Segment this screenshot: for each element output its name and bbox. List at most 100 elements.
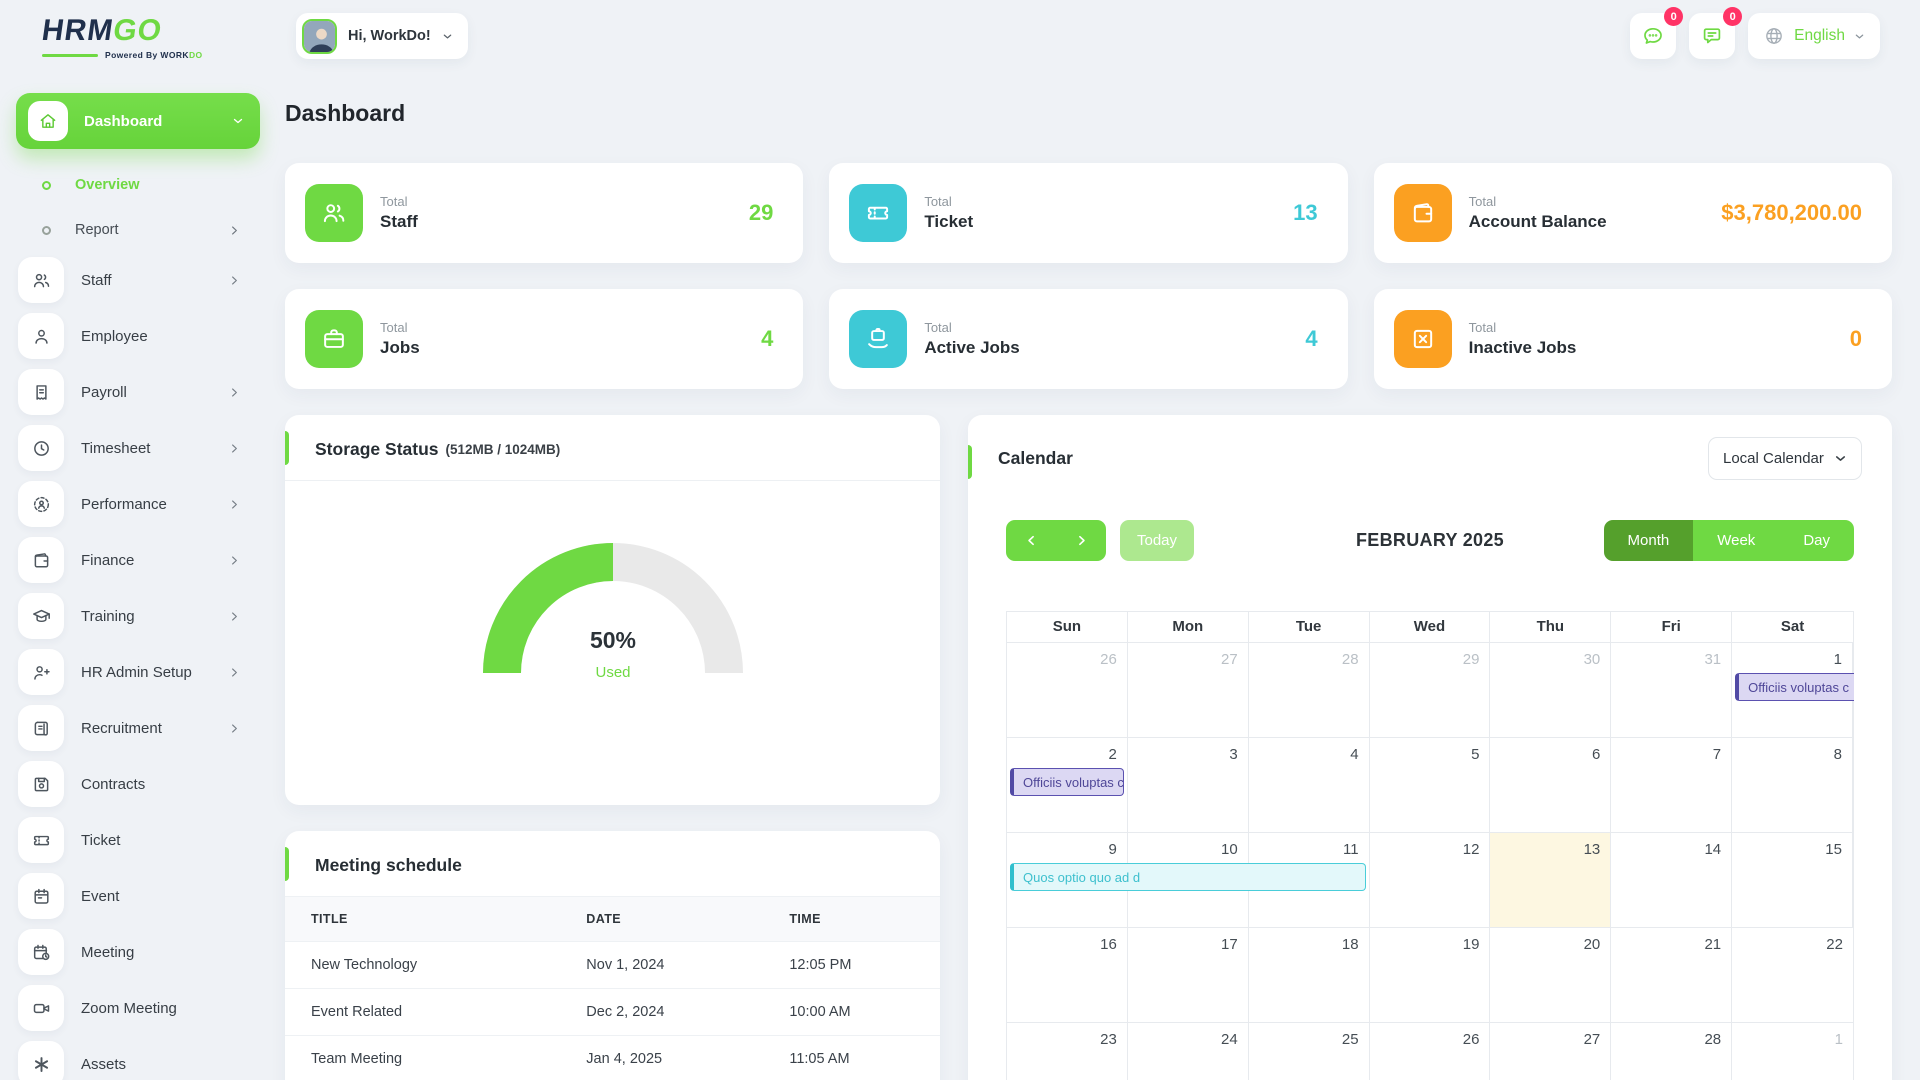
calendar-day-27[interactable]: 27 <box>1490 1023 1612 1080</box>
calendar-view-day[interactable]: Day <box>1779 520 1854 561</box>
sidebar-subitem-overview[interactable]: Overview <box>16 167 260 203</box>
calendar-day-2[interactable]: 2 <box>1007 738 1128 832</box>
target-icon <box>33 496 49 512</box>
sidebar-item-employee[interactable]: Employee <box>16 313 260 359</box>
calendar-day-27[interactable]: 27 <box>1128 643 1249 737</box>
chevron-down-icon <box>443 34 452 38</box>
meeting-row[interactable]: Event Related Dec 2, 2024 10:00 AM <box>285 988 940 1036</box>
sidebar-item-assets[interactable]: Assets <box>16 1041 260 1080</box>
sidebar-item-payroll[interactable]: Payroll <box>16 369 260 415</box>
language-selector[interactable]: English <box>1748 13 1880 59</box>
userplus-icon-box <box>18 649 64 695</box>
calendar-event[interactable]: Quos optio quo ad d <box>1010 863 1366 891</box>
sidebar-item-event[interactable]: Event <box>16 873 260 919</box>
sidebar-item-training[interactable]: Training <box>16 593 260 639</box>
meeting-row[interactable]: New Technology Nov 1, 2024 12:05 PM <box>285 941 940 989</box>
avatar <box>302 18 337 54</box>
user-menu[interactable]: Hi, WorkDo! <box>296 13 468 59</box>
sidebar-item-dashboard[interactable]: Dashboard <box>16 93 260 149</box>
calendar-event[interactable]: Officiis voluptas c <box>1010 768 1124 796</box>
sidebar-item-performance[interactable]: Performance <box>16 481 260 527</box>
calendar-source-select[interactable]: Local Calendar <box>1708 437 1862 480</box>
calendar-day-11[interactable]: 11 <box>1249 833 1370 927</box>
calendar-day-22[interactable]: 22 <box>1826 936 1843 953</box>
calendar-next-button[interactable] <box>1056 520 1106 561</box>
calendar-day-7[interactable]: 7 <box>1611 738 1733 832</box>
calendar-title: Calendar <box>998 448 1073 468</box>
calendar-day-12[interactable]: 12 <box>1370 833 1491 927</box>
calendar-icon <box>33 888 49 904</box>
sidebar-item-staff[interactable]: Staff <box>16 257 260 303</box>
calendar-day-30[interactable]: 30 <box>1490 643 1612 737</box>
sidebar-item-contracts[interactable]: Contracts <box>16 761 260 807</box>
stat-card-inactive-jobs: Total Inactive Jobs 0 <box>1373 289 1892 389</box>
calendar-day-6[interactable]: 6 <box>1490 738 1612 832</box>
clock-icon <box>33 440 49 456</box>
accent-bar <box>968 445 972 479</box>
calendar-day-28[interactable]: 28 <box>1249 643 1370 737</box>
calendar-day-31[interactable]: 31 <box>1611 643 1733 737</box>
stat-label: Jobs <box>380 338 420 357</box>
sidebar-item-label: Finance <box>81 551 135 569</box>
calendar-day-24[interactable]: 24 <box>1128 1023 1249 1080</box>
feedback-icon <box>1703 28 1721 44</box>
wallet-icon <box>34 552 48 568</box>
sidebar-subitem-report[interactable]: Report <box>16 212 260 248</box>
calendar-day-5[interactable]: 5 <box>1370 738 1491 832</box>
sidebar-item-ticket[interactable]: Ticket <box>16 817 260 863</box>
meeting-row[interactable]: Team Meeting Jan 4, 2025 11:05 AM <box>285 1035 940 1080</box>
sidebar-item-meeting[interactable]: Meeting <box>16 929 260 975</box>
calendar-day-16[interactable]: 16 <box>1007 928 1128 1022</box>
calendar-day-26[interactable]: 26 <box>1007 643 1128 737</box>
clock-icon-box <box>18 425 64 471</box>
calendar-day-29[interactable]: 29 <box>1370 643 1491 737</box>
sidebar: Dashboard Overview Report Staff Employee Payr… <box>16 93 260 1080</box>
calendar-nav-group <box>1006 520 1106 561</box>
storage-used-label: Used <box>595 664 630 681</box>
calendar-panel: Calendar Local Calendar Today FEBRUARY 2… <box>968 415 1892 1080</box>
stat-card-active-jobs: Total Active Jobs 4 <box>829 289 1348 389</box>
calendar-day-19[interactable]: 19 <box>1370 928 1491 1022</box>
calendar-day-4[interactable]: 4 <box>1249 738 1370 832</box>
calendar-day-17[interactable]: 17 <box>1128 928 1249 1022</box>
announcement-button[interactable]: 0 <box>1689 7 1743 59</box>
sidebar-item-label: Event <box>81 887 120 905</box>
stat-value: 29 <box>748 200 774 225</box>
sidebar-item-label: Zoom Meeting <box>81 999 177 1017</box>
calendar-day-23[interactable]: 23 <box>1007 1023 1128 1080</box>
sidebar-item-timesheet[interactable]: Timesheet <box>16 425 260 471</box>
receipt-icon <box>35 384 47 400</box>
sidebar-item-hr-admin-setup[interactable]: HR Admin Setup <box>16 649 260 695</box>
chevron-right-icon <box>232 723 237 733</box>
calendar-day-13-today[interactable]: 13 <box>1490 833 1612 927</box>
calendar-day-8[interactable]: 8 <box>1732 738 1853 832</box>
calendar-view-month[interactable]: Month <box>1603 520 1694 561</box>
calendar-today-button[interactable]: Today <box>1120 520 1195 561</box>
calendar-day-18[interactable]: 18 <box>1249 928 1370 1022</box>
video-icon-box <box>18 985 64 1031</box>
calendar-day-25[interactable]: 25 <box>1249 1023 1370 1080</box>
calendar-day-21[interactable]: 21 <box>1611 928 1733 1022</box>
calendar-view-week[interactable]: Week <box>1693 520 1780 561</box>
stat-value: 4 <box>761 326 774 351</box>
calendar-day-15[interactable]: 15 <box>1732 833 1853 927</box>
ticket-icon-box <box>849 184 908 242</box>
calendar-day-14[interactable]: 14 <box>1611 833 1733 927</box>
calendar-event[interactable]: Officiis voluptas c <box>1735 673 1854 701</box>
sidebar-item-recruitment[interactable]: Recruitment <box>16 705 260 751</box>
calendar-day-1[interactable]: 1 <box>1834 1031 1843 1048</box>
stat-text: Total Ticket <box>924 194 973 232</box>
sidebar-item-finance[interactable]: Finance <box>16 537 260 583</box>
calendar-day-3[interactable]: 3 <box>1128 738 1249 832</box>
app-logo[interactable]: HRMGO Powered By WORKDO <box>40 14 203 60</box>
calclock-icon <box>33 944 49 960</box>
cap-icon-box <box>18 593 64 639</box>
calendar-day-20[interactable]: 20 <box>1490 928 1612 1022</box>
calendar-day-28[interactable]: 28 <box>1611 1023 1733 1080</box>
messenger-button[interactable]: 0 <box>1630 7 1684 59</box>
boxx-icon-box <box>1393 310 1452 368</box>
sidebar-item-zoom-meeting[interactable]: Zoom Meeting <box>16 985 260 1031</box>
calendar-day-26[interactable]: 26 <box>1370 1023 1491 1080</box>
meeting-cell: 12:05 PM <box>789 941 940 989</box>
calendar-prev-button[interactable] <box>1006 520 1056 561</box>
